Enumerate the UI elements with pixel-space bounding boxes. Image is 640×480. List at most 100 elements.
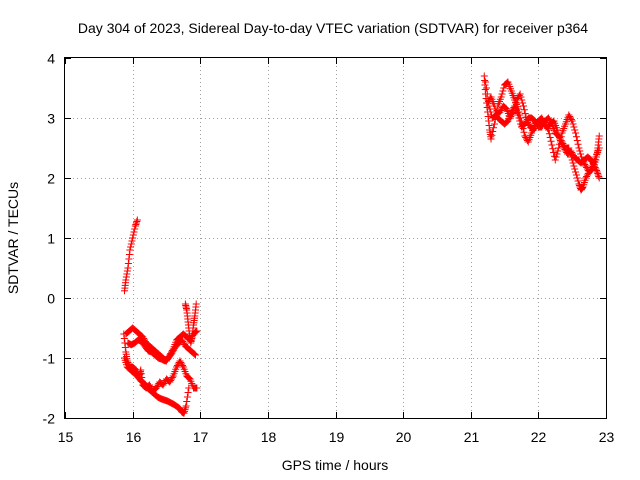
data-point xyxy=(482,78,490,86)
x-tick-label: 15 xyxy=(58,429,74,445)
data-point xyxy=(555,132,563,140)
data-point xyxy=(183,398,191,405)
x-tick-labels: 15 16 17 18 19 20 21 22 23 xyxy=(58,429,615,445)
data-point xyxy=(489,128,497,135)
y-tick-label: 2 xyxy=(47,171,55,187)
data-point xyxy=(122,273,130,281)
data-point xyxy=(120,335,128,342)
data-point xyxy=(594,171,602,179)
data-point xyxy=(522,119,530,126)
x-tick-label: 21 xyxy=(464,429,480,445)
data-point xyxy=(167,377,175,384)
data-point xyxy=(180,339,188,347)
y-tick-label: 0 xyxy=(47,291,55,307)
data-point xyxy=(493,111,501,119)
data-point xyxy=(566,114,574,122)
data-point xyxy=(545,130,553,138)
data-point xyxy=(499,87,507,95)
data-point xyxy=(125,255,133,263)
data-point xyxy=(184,374,192,381)
data-point xyxy=(552,153,560,161)
data-point xyxy=(551,156,559,164)
data-point xyxy=(184,389,192,396)
data-point xyxy=(166,378,174,386)
data-point xyxy=(587,165,595,173)
data-point xyxy=(193,384,201,392)
data-point xyxy=(575,180,583,188)
data-point xyxy=(556,135,564,143)
data-point xyxy=(132,219,140,227)
data-point xyxy=(483,90,491,98)
data-point xyxy=(133,218,141,225)
data-point xyxy=(569,159,577,167)
data-point xyxy=(192,351,200,359)
y-tick-label: 4 xyxy=(47,51,55,67)
data-point xyxy=(124,264,132,272)
data-point xyxy=(490,120,498,128)
data-point xyxy=(177,359,185,366)
data-point xyxy=(582,162,590,170)
data-point xyxy=(553,150,561,158)
data-point xyxy=(173,363,181,371)
data-point xyxy=(137,370,145,378)
data-point xyxy=(595,144,603,152)
data-point xyxy=(168,375,176,383)
data-point xyxy=(573,137,581,144)
x-axis-label: GPS time / hours xyxy=(282,457,389,473)
data-point xyxy=(153,383,161,390)
data-point xyxy=(594,170,602,177)
data-point xyxy=(566,150,574,158)
data-point xyxy=(516,117,524,125)
data-point xyxy=(570,162,578,170)
data-point xyxy=(139,333,147,341)
data-point xyxy=(547,137,555,145)
data-point xyxy=(176,357,184,365)
data-point xyxy=(488,131,496,139)
data-point xyxy=(572,171,580,179)
data-point xyxy=(578,185,586,192)
data-point xyxy=(491,105,499,113)
data-point xyxy=(587,156,595,164)
data-point xyxy=(521,132,529,140)
data-point xyxy=(178,360,186,368)
x-tick-label: 18 xyxy=(261,429,277,445)
data-point xyxy=(124,260,132,267)
data-point xyxy=(558,138,566,146)
data-point xyxy=(545,116,553,123)
data-point xyxy=(482,84,490,92)
data-point xyxy=(129,234,137,242)
data-point xyxy=(567,153,575,161)
data-point xyxy=(568,117,576,125)
data-point xyxy=(127,243,135,251)
data-point xyxy=(572,133,580,141)
data-point xyxy=(160,380,168,387)
data-point xyxy=(566,147,574,155)
data-point xyxy=(576,147,584,155)
data-point xyxy=(168,349,176,357)
data-point xyxy=(125,251,133,258)
data-point xyxy=(191,350,199,358)
data-point xyxy=(169,348,177,356)
data-point xyxy=(557,137,565,144)
x-tick-label: 23 xyxy=(599,429,615,445)
data-point xyxy=(583,173,591,180)
data-point xyxy=(546,117,554,125)
data-point xyxy=(579,184,587,192)
data-point xyxy=(586,167,594,174)
data-point xyxy=(487,135,495,143)
data-point xyxy=(178,336,186,344)
data-point xyxy=(547,119,555,126)
data-point xyxy=(539,120,547,128)
plot-area-border xyxy=(64,57,607,419)
data-point xyxy=(571,165,579,173)
data-point xyxy=(569,120,577,128)
data-point xyxy=(190,350,198,357)
data-point xyxy=(168,374,176,381)
data-point xyxy=(519,102,527,110)
data-point xyxy=(517,93,525,101)
data-point xyxy=(514,95,522,102)
data-point xyxy=(515,114,523,122)
data-point xyxy=(130,228,138,236)
x-tick-label: 17 xyxy=(193,429,209,445)
axis-ticks xyxy=(65,58,607,419)
